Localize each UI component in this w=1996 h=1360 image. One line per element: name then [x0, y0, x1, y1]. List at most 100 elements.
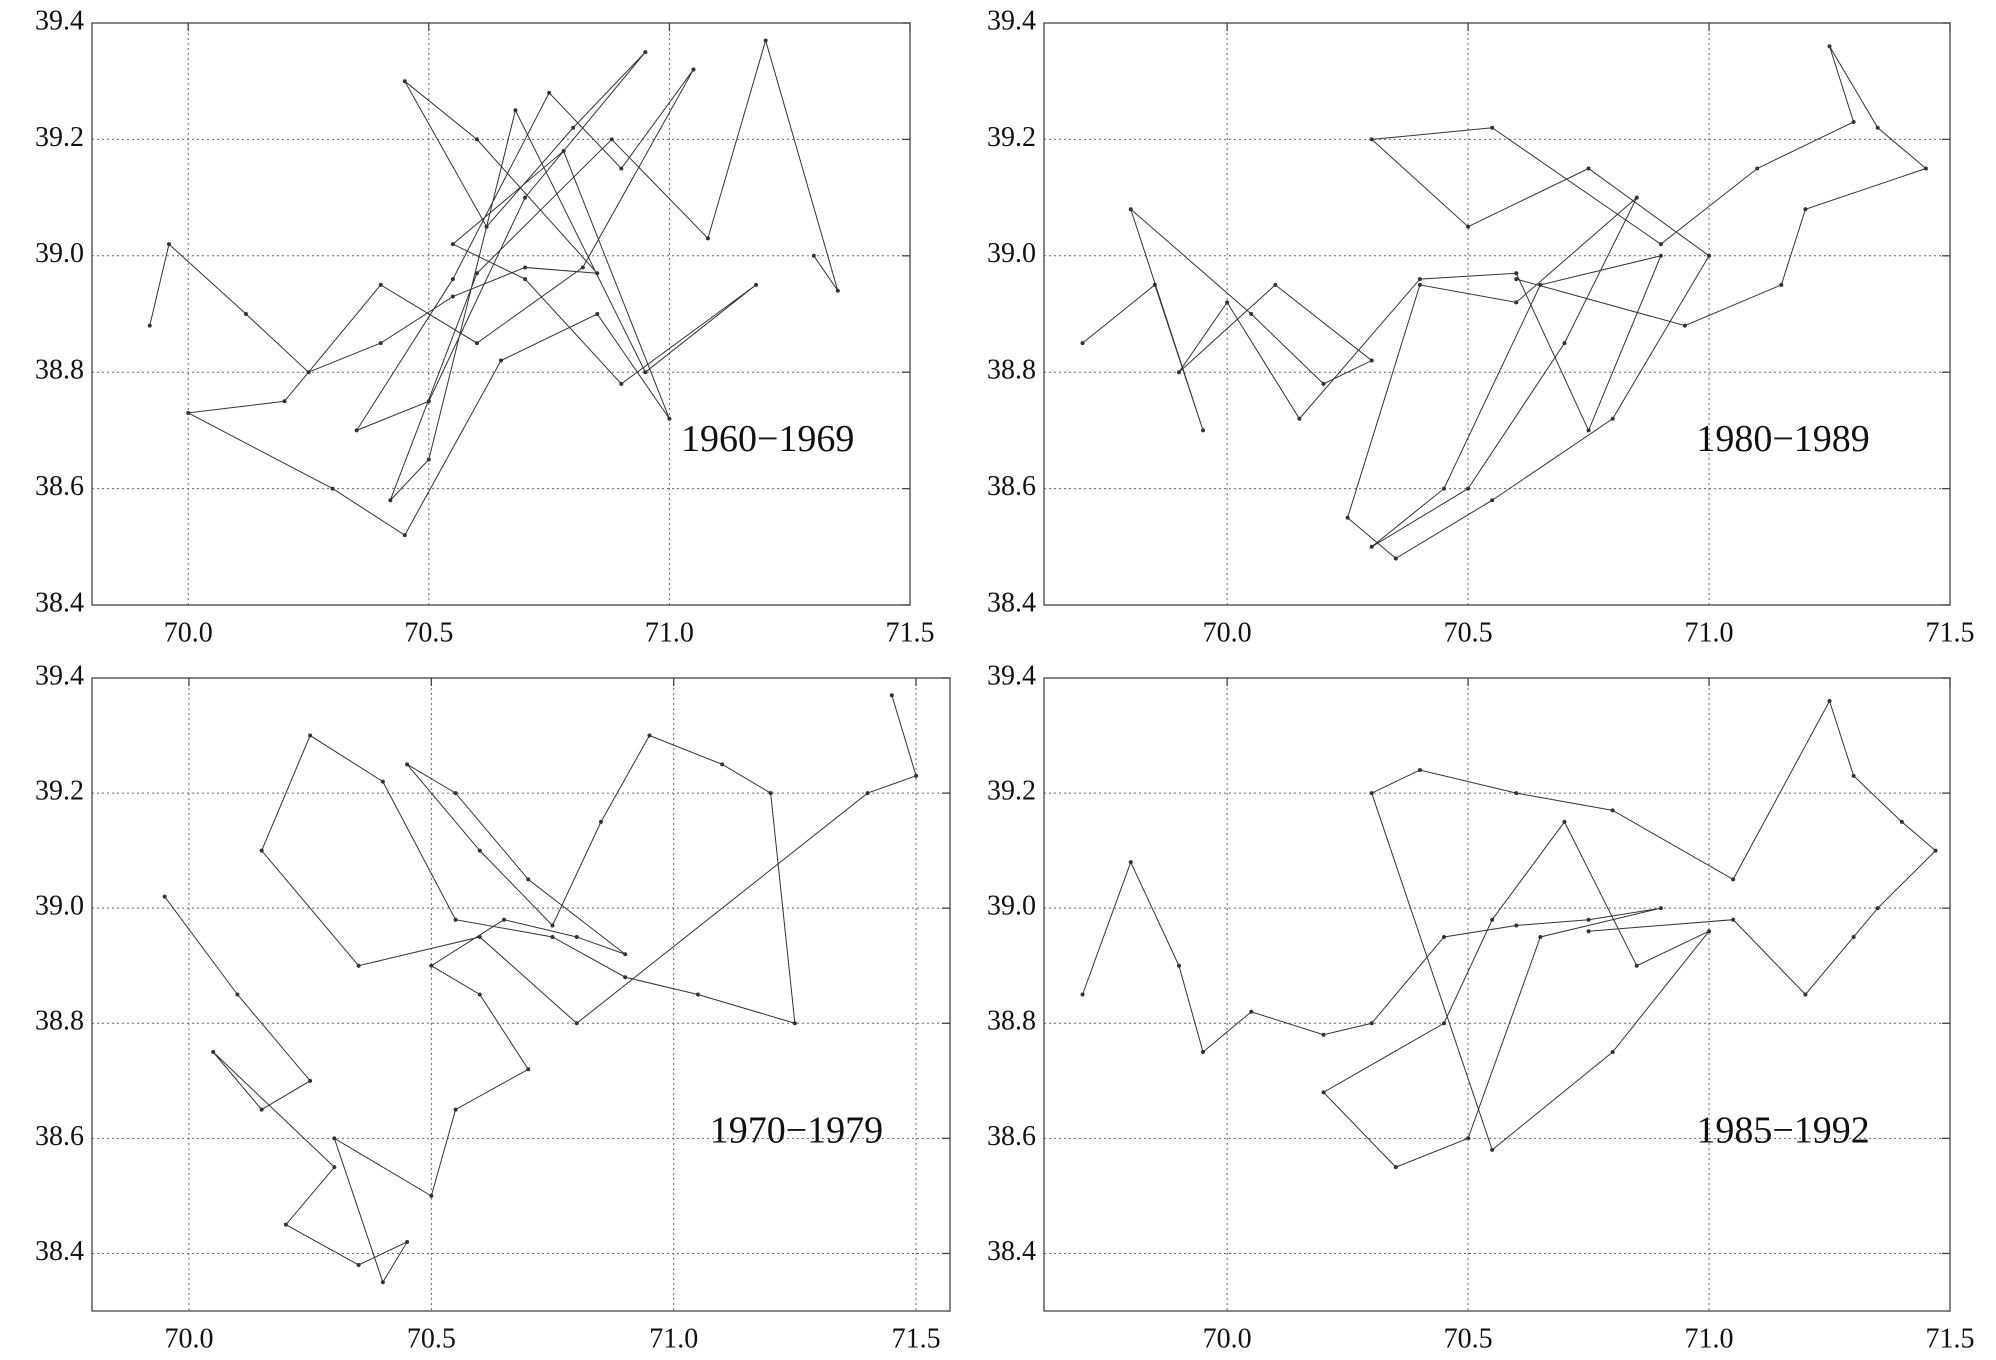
- y-tick-label: 39.2: [35, 122, 84, 153]
- epicenter: [308, 1078, 313, 1083]
- epicenter: [619, 381, 624, 386]
- epicenter: [453, 791, 458, 796]
- period-label: 1970−1979: [710, 1109, 883, 1151]
- epicenter: [1417, 282, 1422, 287]
- epicenter: [378, 341, 383, 346]
- epicenter: [523, 277, 528, 282]
- epicenter: [450, 242, 455, 247]
- epicenter: [306, 370, 311, 375]
- epicenter: [1321, 381, 1326, 386]
- epicenter: [330, 486, 335, 491]
- epicenter: [1176, 963, 1181, 968]
- epicenter: [1466, 224, 1471, 229]
- epicenter: [402, 79, 407, 84]
- epicenter: [1586, 428, 1591, 433]
- epicenter: [332, 1136, 337, 1141]
- epicenter: [1610, 808, 1615, 813]
- epicenter: [754, 282, 759, 287]
- epicenter: [705, 236, 710, 241]
- epicenter: [356, 1262, 361, 1267]
- epicenter: [1249, 312, 1254, 316]
- epicenter: [354, 428, 359, 433]
- trajectory: [1082, 46, 1927, 560]
- y-tick-label: 38.8: [987, 355, 1036, 386]
- x-tick-label: 71.0: [645, 617, 694, 648]
- y-tick-label: 39.4: [35, 660, 84, 691]
- epicenter: [513, 108, 518, 113]
- x-tick-label: 70.5: [407, 1323, 456, 1354]
- epicenter: [356, 963, 361, 968]
- epicenter: [1201, 428, 1206, 433]
- plot-frame: [91, 22, 911, 606]
- epicenter: [1707, 929, 1712, 934]
- epicenter: [426, 457, 431, 462]
- epicenter: [695, 992, 700, 997]
- y-tick-label: 39.0: [35, 891, 84, 922]
- epicenter: [720, 762, 725, 767]
- epicenter: [623, 975, 628, 980]
- epicenter: [1514, 277, 1519, 282]
- epicenter: [595, 271, 600, 276]
- epicenter: [1634, 195, 1639, 200]
- period-label: 1980−1989: [1696, 418, 1869, 460]
- epicenter: [1634, 963, 1639, 968]
- epicenter: [1514, 300, 1519, 305]
- panel: 39.4 39.2 39.0 38.8 38.6 38.4 70.0 70.5 71.0 71.5…: [987, 5, 1975, 648]
- epicenter: [402, 533, 407, 538]
- epicenter: [811, 253, 816, 258]
- epicenter: [523, 195, 528, 200]
- x-tick-label: 70.5: [1444, 1323, 1493, 1354]
- y-tick-label: 38.8: [987, 1006, 1036, 1037]
- epicenter: [380, 1280, 385, 1285]
- epicenter: [580, 265, 585, 270]
- trajectory: [149, 38, 839, 536]
- epicenter: [914, 773, 919, 778]
- epicenter: [332, 1165, 337, 1170]
- x-tick-label: 70.5: [1444, 617, 1493, 648]
- y-tick-label: 38.4: [35, 1236, 84, 1267]
- epicenter: [1490, 125, 1495, 130]
- epicenter: [1851, 934, 1856, 939]
- x-tick-label: 71.0: [649, 1323, 698, 1354]
- epicenter: [1538, 934, 1543, 939]
- epicenter: [1369, 544, 1374, 549]
- x-tick-label: 71.5: [886, 617, 935, 648]
- epicenter: [1851, 119, 1856, 124]
- epicenter: [1369, 1021, 1374, 1026]
- epicenter: [1176, 370, 1181, 375]
- epicenter: [1610, 416, 1615, 421]
- epicenter: [792, 1021, 797, 1026]
- y-tick-label: 39.2: [35, 776, 84, 807]
- epicenter: [453, 1107, 458, 1112]
- epicenter: [162, 894, 167, 899]
- epicenter: [1369, 137, 1374, 142]
- epicenter: [1514, 923, 1519, 928]
- epicenter: [889, 693, 894, 698]
- epicenter: [595, 312, 600, 316]
- epicenter: [1755, 166, 1760, 171]
- y-tick-label: 39.2: [987, 776, 1036, 807]
- x-tick-label: 70.0: [1203, 617, 1252, 648]
- epicenter: [1779, 282, 1784, 287]
- epicenter: [243, 312, 248, 316]
- plot-frame: [1043, 22, 1951, 606]
- panel: 39.4 39.2 39.0 38.8 38.6 38.4 70.0 70.5 71.0 71.5…: [35, 5, 935, 648]
- epicenter: [477, 992, 482, 997]
- epicenter: [1586, 166, 1591, 171]
- epicenter: [1827, 699, 1832, 704]
- epicenter: [1345, 515, 1350, 520]
- epicenter: [865, 791, 870, 796]
- x-tick-label: 71.5: [1926, 617, 1975, 648]
- epicenter: [1562, 819, 1567, 824]
- epicenter: [1731, 917, 1736, 922]
- epicenter: [308, 733, 313, 738]
- epicenter: [647, 733, 652, 738]
- trajectory: [164, 695, 917, 1284]
- epicenter: [1658, 242, 1663, 247]
- epicenter: [598, 819, 603, 824]
- epicenter: [477, 934, 482, 939]
- epicenter: [1899, 819, 1904, 824]
- epicenter: [550, 923, 555, 928]
- epicenter: [1490, 1147, 1495, 1152]
